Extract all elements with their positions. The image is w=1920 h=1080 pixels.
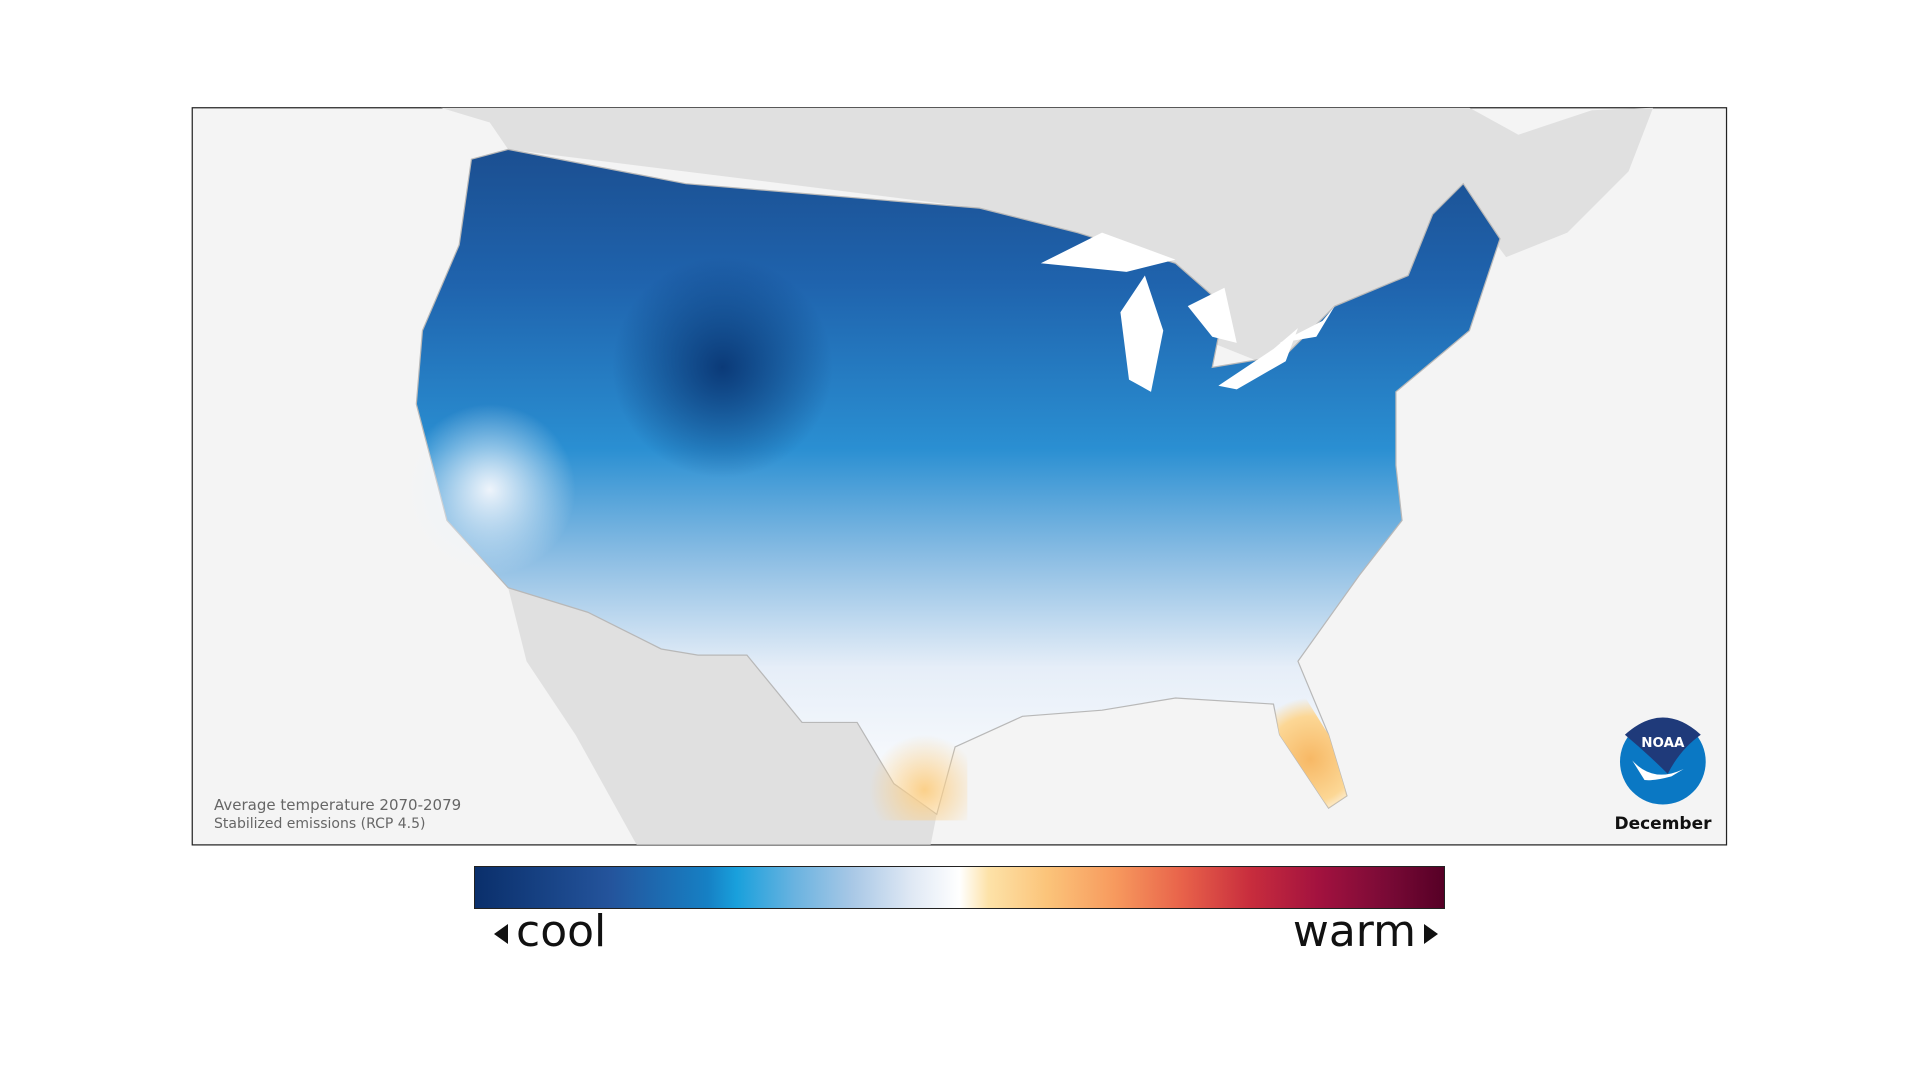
warm-label: warm	[1292, 906, 1416, 957]
cool-label: cool	[516, 906, 607, 957]
california-mild-region	[404, 391, 588, 588]
noaa-logo-text: NOAA	[1641, 736, 1685, 751]
rockies-cold-region	[587, 244, 858, 515]
caption-scenario: Stabilized emissions (RCP 4.5)	[214, 816, 426, 832]
color-scale-bar	[474, 866, 1445, 909]
florida-warm-region	[1273, 685, 1347, 809]
warm-label-group: warm	[1293, 904, 1446, 960]
noaa-logo: NOAA	[1620, 717, 1706, 805]
texas-warm-region	[857, 722, 968, 821]
cool-label-group: cool	[486, 904, 606, 960]
caption-period: Average temperature 2070-2079	[214, 796, 462, 814]
triangle-right-icon	[1424, 924, 1438, 944]
mexico-land	[508, 587, 937, 845]
triangle-left-icon	[494, 924, 508, 944]
month-label: December	[1614, 814, 1712, 834]
